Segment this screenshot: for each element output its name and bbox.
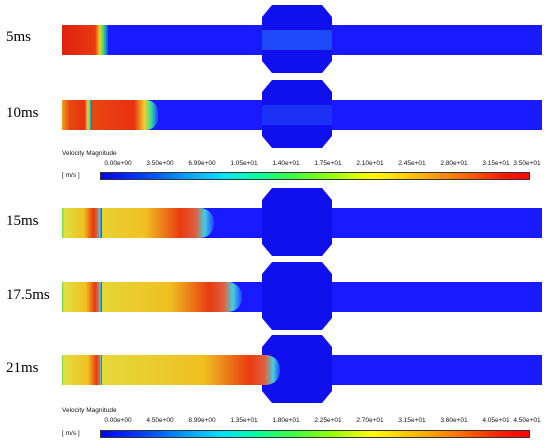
legend-tick: 3.50e+01 bbox=[513, 160, 541, 167]
legend-unit: [ m/s ] bbox=[62, 172, 80, 179]
legend-tick: 1.80e+01 bbox=[272, 417, 300, 424]
flow-panel-10ms bbox=[62, 80, 542, 148]
legend-tick: 3.15e+01 bbox=[482, 160, 510, 167]
jet-region bbox=[62, 282, 242, 312]
legend-tick: 1.35e+01 bbox=[230, 417, 258, 424]
chamber bbox=[262, 80, 332, 148]
legend-tick: 3.50e+00 bbox=[146, 160, 174, 167]
legend-tick: 1.05e+01 bbox=[230, 160, 258, 167]
flow-panel-5ms bbox=[62, 5, 542, 73]
jet-inlet bbox=[62, 100, 92, 130]
legend-tick: 2.25e+01 bbox=[314, 417, 342, 424]
legend-tick: 4.05e+01 bbox=[482, 417, 510, 424]
time-label-15ms: 15ms bbox=[6, 213, 39, 229]
legend-colorbar-2 bbox=[100, 430, 530, 438]
flow-panel-17-5ms bbox=[62, 262, 542, 330]
flow-panel-21ms bbox=[62, 335, 542, 403]
chamber-wake bbox=[262, 30, 332, 50]
legend-tick: 2.45e+01 bbox=[398, 160, 426, 167]
legend-tick: 4.50e+01 bbox=[513, 417, 541, 424]
legend-colorbar bbox=[100, 172, 530, 180]
legend-tick: 3.15e+01 bbox=[398, 417, 426, 424]
legend-unit-2: [ m/s ] bbox=[62, 430, 80, 437]
time-label-17-5ms: 17.5ms bbox=[6, 287, 50, 303]
legend-tick: 0.00e+00 bbox=[104, 160, 132, 167]
legend-tick: 0.00e+00 bbox=[104, 417, 132, 424]
legend-tick: 1.40e+01 bbox=[272, 160, 300, 167]
legend-tick: 2.80e+01 bbox=[440, 160, 468, 167]
jet-region bbox=[62, 355, 280, 385]
jet-inlet bbox=[62, 355, 102, 385]
legend-tick: 2.70e+01 bbox=[356, 417, 384, 424]
jet-inlet bbox=[62, 208, 102, 238]
legend-title-2: Velocity Magnitude bbox=[62, 407, 117, 414]
chamber bbox=[262, 262, 332, 330]
time-label-5ms: 5ms bbox=[6, 29, 32, 45]
legend-tick: 1.75e+01 bbox=[314, 160, 342, 167]
time-label-10ms: 10ms bbox=[6, 105, 39, 121]
time-label-21ms: 21ms bbox=[6, 360, 39, 376]
legend-tick: 3.60e+01 bbox=[440, 417, 468, 424]
chamber-wake bbox=[262, 105, 332, 125]
chamber bbox=[262, 188, 332, 256]
jet-region bbox=[62, 25, 108, 55]
legend-tick: 6.99e+00 bbox=[188, 160, 216, 167]
legend-tick: 4.50e+00 bbox=[146, 417, 174, 424]
legend-tick: 8.99e+00 bbox=[188, 417, 216, 424]
legend-tick: 2.10e+01 bbox=[356, 160, 384, 167]
legend-title: Velocity Magnitude bbox=[62, 150, 117, 157]
flow-panel-15ms bbox=[62, 188, 542, 256]
chamber bbox=[262, 335, 332, 403]
jet-inlet bbox=[62, 282, 102, 312]
